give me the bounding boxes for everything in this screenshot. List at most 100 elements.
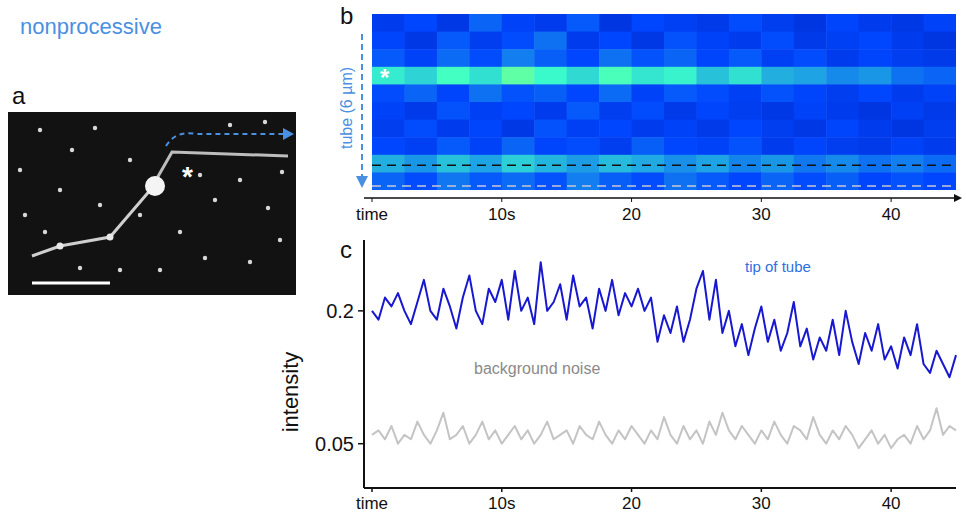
kymograph-cell bbox=[502, 14, 535, 32]
kymograph-cell bbox=[534, 120, 567, 138]
kymograph-cell bbox=[437, 120, 470, 138]
kymograph-cell bbox=[599, 84, 632, 102]
kymograph-cell bbox=[696, 172, 729, 190]
kymograph-cell bbox=[599, 120, 632, 138]
speckle bbox=[248, 260, 252, 264]
kymograph-cell bbox=[567, 67, 600, 85]
kymograph-cell bbox=[534, 14, 567, 32]
kymograph-cell bbox=[502, 32, 535, 50]
x-tick bbox=[631, 198, 632, 202]
kymograph-cell bbox=[502, 84, 535, 102]
kymograph-cell bbox=[534, 172, 567, 190]
kymograph-cell bbox=[761, 120, 794, 138]
y-tick-label: 0.05 bbox=[315, 433, 354, 455]
kymograph-cell bbox=[859, 14, 892, 32]
kymograph-cell bbox=[437, 172, 470, 190]
kymograph-cell bbox=[567, 120, 600, 138]
tip-boundary-line bbox=[372, 165, 956, 167]
kymograph-cell bbox=[859, 102, 892, 120]
kymograph-cell bbox=[794, 49, 827, 67]
axis-title: intensity bbox=[278, 352, 303, 433]
kymograph-cell bbox=[924, 102, 956, 120]
kymograph-cell bbox=[437, 14, 470, 32]
junction bbox=[107, 234, 114, 241]
kymograph-cell bbox=[761, 137, 794, 155]
kymograph-cell bbox=[891, 67, 924, 85]
kymograph-cell bbox=[404, 120, 437, 138]
speckle bbox=[203, 256, 207, 260]
membrane-tube bbox=[156, 152, 288, 180]
kymograph-cell bbox=[826, 137, 859, 155]
kymograph-cell bbox=[761, 84, 794, 102]
kymograph-cell bbox=[567, 172, 600, 190]
kymograph-cell bbox=[696, 49, 729, 67]
kymograph-cell bbox=[632, 172, 665, 190]
x-tick-label: 30 bbox=[752, 494, 771, 513]
kymograph-cell bbox=[729, 155, 762, 173]
x-tick bbox=[371, 488, 373, 492]
speckle bbox=[98, 203, 102, 207]
kymograph-cell bbox=[696, 67, 729, 85]
kymograph-cell bbox=[891, 14, 924, 32]
kymograph-cell bbox=[372, 102, 405, 120]
speckle bbox=[278, 238, 282, 242]
kymograph-cell bbox=[372, 120, 405, 138]
arrow-head bbox=[356, 176, 368, 188]
kymograph-cell bbox=[599, 67, 632, 85]
speckle bbox=[266, 206, 270, 210]
kymograph-cell bbox=[632, 102, 665, 120]
kymograph-cell bbox=[664, 14, 697, 32]
speckle bbox=[158, 268, 162, 272]
kymograph-cell bbox=[729, 137, 762, 155]
kymograph-cell bbox=[761, 32, 794, 50]
kymograph-cell bbox=[696, 84, 729, 102]
kymograph-cell bbox=[826, 84, 859, 102]
kymograph-cell bbox=[794, 14, 827, 32]
kymograph-cell bbox=[632, 120, 665, 138]
kymograph-cell bbox=[502, 49, 535, 67]
kymograph-cell bbox=[729, 120, 762, 138]
kymograph-cell bbox=[534, 155, 567, 173]
x-tick-label: 40 bbox=[882, 205, 901, 224]
kymograph-cell bbox=[859, 137, 892, 155]
kymograph-cell bbox=[696, 102, 729, 120]
kymograph-cell bbox=[502, 137, 535, 155]
kymograph-cell bbox=[404, 84, 437, 102]
scale-bar bbox=[32, 282, 110, 285]
background-line bbox=[372, 185, 956, 187]
panel-label: c bbox=[340, 236, 352, 263]
speckle bbox=[43, 230, 47, 234]
x-tick bbox=[890, 488, 892, 492]
kymograph-cell bbox=[924, 172, 956, 190]
kymograph-cell bbox=[891, 49, 924, 67]
kymograph-cell bbox=[437, 67, 470, 85]
speckle bbox=[263, 120, 267, 124]
kymograph-cell bbox=[437, 84, 470, 102]
series-label: tip of tube bbox=[745, 258, 811, 275]
kymograph-cell bbox=[469, 84, 502, 102]
speckle bbox=[213, 198, 217, 202]
kymograph-cell bbox=[437, 32, 470, 50]
kymograph-cell bbox=[502, 120, 535, 138]
kymograph-cell bbox=[599, 49, 632, 67]
speckle bbox=[118, 268, 122, 272]
kymograph-cell bbox=[469, 49, 502, 67]
panel-label: a bbox=[12, 82, 26, 109]
kymograph-cell bbox=[437, 49, 470, 67]
kymograph-cell bbox=[859, 32, 892, 50]
panel-label: b bbox=[340, 2, 353, 29]
kymograph-cell bbox=[502, 67, 535, 85]
kymograph-cell bbox=[761, 172, 794, 190]
kymograph-cell bbox=[534, 32, 567, 50]
kymograph-cell bbox=[891, 84, 924, 102]
kymograph-cell bbox=[469, 172, 502, 190]
kymograph-cell bbox=[924, 67, 956, 85]
kymograph-cell bbox=[404, 137, 437, 155]
kymograph-cell bbox=[404, 102, 437, 120]
kymograph-cell bbox=[761, 14, 794, 32]
kymograph-cell bbox=[891, 120, 924, 138]
kymograph-cell bbox=[632, 137, 665, 155]
micrograph-background bbox=[8, 112, 296, 295]
plot-lines bbox=[372, 262, 956, 448]
x-tick bbox=[501, 198, 502, 202]
